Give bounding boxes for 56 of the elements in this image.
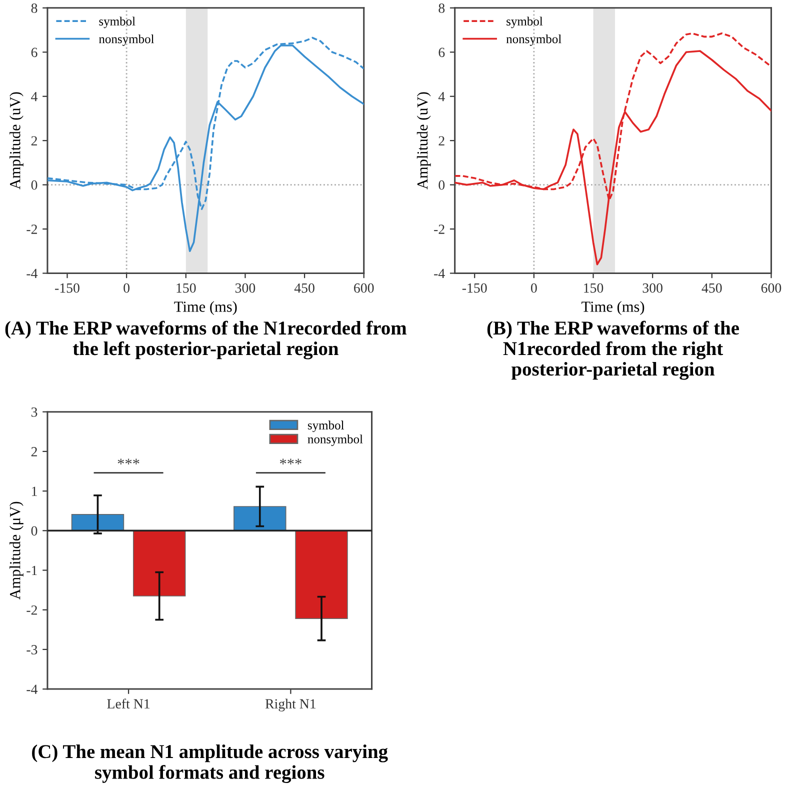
x-tick-label: -150 (462, 283, 487, 293)
y-tick-label: 2 (31, 136, 37, 146)
legend-label: nonsymbol (506, 34, 562, 46)
x-tick-label: 300 (642, 283, 662, 293)
y-axis-title: Amplitude (uV) (10, 92, 24, 190)
bar (295, 530, 348, 619)
y-tick-label: -2 (26, 224, 37, 234)
legend-label: symbol (99, 16, 136, 28)
y-axis-title: Amplitude (uV) (416, 92, 431, 190)
x-tick-label: 450 (294, 283, 314, 293)
y-tick-label: 0 (31, 180, 38, 190)
y-tick-label: 4 (31, 92, 38, 102)
legend-label: nonsymbol (98, 34, 154, 46)
y-tick-label: -4 (434, 268, 445, 278)
y-tick-label: -1 (26, 566, 37, 576)
x-tick-label: 0 (124, 283, 130, 293)
y-tick-label: 4 (438, 92, 445, 102)
text: (A) The ERP waveforms of the N1recorded from the left posterior-parietal region (5, 320, 406, 360)
y-axis-title: Amplitude (μV) (10, 502, 24, 600)
bar (234, 506, 286, 532)
y-tick-label: 3 (31, 407, 38, 417)
x-tick-label: Right N1 (265, 698, 316, 712)
y-tick-label: -4 (26, 268, 38, 278)
legend-label: symbol (308, 420, 344, 432)
bar (132, 530, 186, 596)
y-tick-label: 6 (31, 48, 38, 58)
x-tick-label: 150 (176, 283, 196, 293)
text: (C) The mean N1 amplitude across varying symbol formats and regions (32, 744, 388, 783)
y-tick-label: -3 (26, 645, 38, 654)
x-tick-label: 0 (530, 283, 537, 293)
bar (71, 514, 124, 532)
x-tick-label: 300 (235, 283, 256, 293)
x-tick-label: 600 (761, 283, 782, 293)
annotation: *** (118, 458, 140, 464)
y-tick-label: 1 (32, 486, 37, 496)
y-tick-label: 0 (31, 526, 38, 536)
y-tick-label: 8 (31, 4, 38, 13)
y-tick-label: 2 (31, 447, 37, 456)
annotation: *** (280, 458, 302, 464)
x-tick-label: Left N1 (107, 698, 150, 709)
y-tick-label: 0 (438, 180, 445, 190)
legend-label: nonsymbol (308, 434, 363, 446)
x-tick-label: -150 (55, 283, 80, 293)
y-tick-label: -4 (26, 684, 38, 694)
legend-label: symbol (506, 16, 543, 28)
y-tick-label: -2 (434, 224, 444, 234)
y-tick-label: 8 (438, 4, 445, 13)
y-tick-label: -2 (26, 605, 37, 615)
x-tick-label: 450 (702, 283, 722, 293)
x-axis-title: Time (ms) (582, 301, 644, 315)
x-axis-title: Time (ms) (174, 301, 237, 315)
y-tick-label: 6 (438, 48, 445, 58)
y-tick-label: 2 (438, 136, 444, 146)
text: (B) The ERP waveforms of the N1recorded from the right posterior-parietal region (487, 320, 739, 380)
x-tick-label: 600 (354, 283, 374, 293)
x-tick-label: 150 (584, 283, 604, 293)
